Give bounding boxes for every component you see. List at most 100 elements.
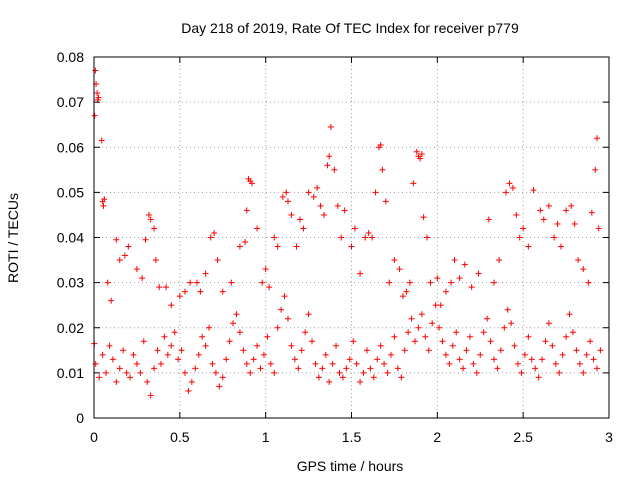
- data-point: [406, 279, 413, 286]
- data-point: [348, 243, 355, 250]
- data-point: [496, 257, 503, 264]
- data-point: [343, 365, 350, 372]
- data-point: [92, 67, 99, 74]
- data-point: [104, 279, 111, 286]
- y-tick-label: 0.04: [57, 230, 84, 246]
- data-point: [207, 234, 214, 241]
- data-point: [403, 288, 410, 295]
- data-point: [382, 198, 389, 205]
- data-point: [592, 166, 599, 173]
- data-point: [271, 369, 278, 376]
- data-point: [91, 112, 98, 119]
- data-point: [466, 333, 473, 340]
- data-point: [568, 202, 575, 209]
- data-point: [147, 392, 154, 399]
- data-point: [400, 293, 406, 300]
- data-point: [377, 141, 384, 148]
- data-point: [583, 351, 590, 358]
- data-point: [551, 234, 558, 241]
- data-point: [412, 338, 419, 345]
- data-point: [480, 329, 487, 336]
- data-point: [391, 257, 398, 264]
- y-tick-label: 0.08: [57, 49, 84, 65]
- data-point: [123, 369, 130, 376]
- data-point: [300, 225, 307, 232]
- data-point: [487, 338, 494, 345]
- chart-title: Day 218 of 2019, Rate Of TEC Index for r…: [181, 20, 519, 36]
- data-point: [211, 229, 218, 236]
- data-point: [305, 311, 312, 318]
- data-point: [164, 351, 171, 358]
- data-point: [532, 365, 539, 372]
- data-point: [266, 284, 273, 291]
- data-point: [101, 196, 108, 203]
- data-point: [552, 360, 559, 367]
- data-point: [434, 275, 441, 282]
- data-point: [576, 360, 583, 367]
- data-point: [199, 333, 206, 340]
- data-point: [274, 324, 281, 331]
- data-point: [127, 374, 134, 381]
- data-point: [590, 356, 597, 363]
- data-point: [233, 311, 240, 318]
- data-point: [449, 342, 456, 349]
- data-point: [223, 356, 230, 363]
- data-points: [91, 67, 604, 399]
- data-point: [557, 243, 564, 250]
- data-point: [317, 202, 324, 209]
- data-point: [381, 360, 388, 367]
- data-point: [309, 338, 316, 345]
- data-point: [214, 257, 221, 264]
- data-point: [420, 214, 427, 221]
- data-point: [593, 365, 600, 372]
- data-point: [513, 211, 520, 218]
- data-point: [585, 279, 592, 286]
- data-point: [151, 225, 158, 232]
- data-point: [142, 236, 149, 243]
- data-point: [145, 211, 152, 218]
- data-point: [329, 360, 336, 367]
- data-point: [477, 351, 484, 358]
- data-point: [243, 360, 250, 367]
- y-tick-label: 0.01: [57, 365, 84, 381]
- data-point: [171, 329, 178, 336]
- data-point: [293, 243, 300, 250]
- data-point: [540, 216, 547, 223]
- data-point: [99, 351, 106, 358]
- data-point: [206, 324, 213, 331]
- y-tick-label: 0.03: [57, 275, 84, 291]
- data-point: [334, 202, 341, 209]
- data-point: [161, 333, 168, 340]
- data-point: [168, 342, 175, 349]
- data-point: [580, 266, 587, 273]
- data-point: [367, 365, 374, 372]
- data-point: [305, 189, 312, 196]
- data-point: [202, 270, 209, 277]
- data-point: [338, 234, 345, 241]
- data-point: [387, 351, 394, 358]
- data-point: [401, 347, 408, 354]
- data-point: [247, 369, 254, 376]
- data-point: [295, 365, 302, 372]
- data-point: [511, 342, 518, 349]
- data-point: [384, 369, 391, 376]
- data-point: [106, 342, 113, 349]
- data-point: [109, 356, 116, 363]
- data-point: [260, 351, 267, 358]
- data-point: [331, 166, 338, 173]
- data-point: [312, 360, 319, 367]
- data-point: [98, 137, 105, 144]
- data-point: [100, 202, 107, 209]
- data-point: [508, 320, 515, 327]
- data-point: [274, 243, 281, 250]
- data-point: [521, 351, 528, 358]
- data-point: [473, 369, 480, 376]
- data-point: [188, 378, 195, 385]
- data-point: [254, 225, 261, 232]
- data-point: [350, 338, 357, 345]
- data-point: [315, 374, 322, 381]
- y-axis-label: ROTI / TECUs: [5, 193, 21, 283]
- data-point: [503, 189, 509, 196]
- data-point: [386, 279, 393, 286]
